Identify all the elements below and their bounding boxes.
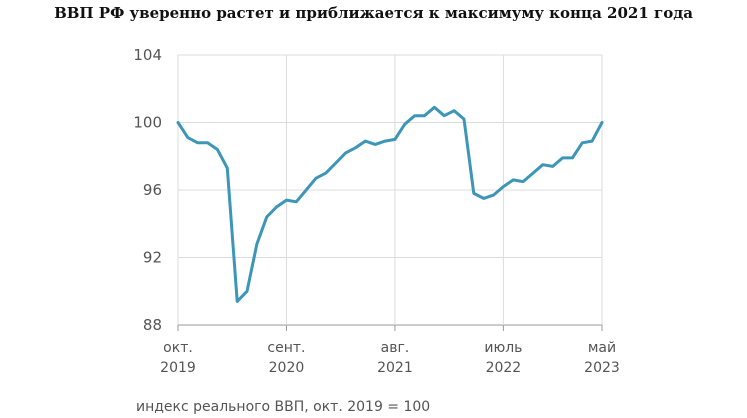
x-tick-label-bottom: 2021 (377, 360, 413, 376)
x-tick-label-top: авг. (381, 340, 410, 356)
x-tick-label-top: май (588, 340, 616, 356)
x-tick-label-top: июль (484, 340, 522, 356)
x-tick-label-bottom: 2020 (269, 360, 305, 376)
series-lines (176, 105, 604, 303)
x-tick-label-top: сент. (267, 340, 305, 356)
x-tick-label-bottom: 2019 (160, 360, 196, 376)
chart-note: индекс реального ВВП, окт. 2019 = 100 (136, 399, 431, 415)
y-tick-label: 92 (143, 249, 162, 267)
x-tick-label-top: окт. (163, 340, 193, 356)
y-tick-labels: 88 92 96 100 104 (133, 46, 162, 334)
y-tick-label: 100 (133, 114, 162, 132)
x-tick-labels: окт. 2019 сент. 2020 авг. 2021 июль 2022 май 2023 (160, 340, 620, 376)
y-tick-label: 104 (133, 46, 162, 64)
grid-lines (177, 54, 603, 331)
x-tick-label-bottom: 2023 (584, 360, 620, 376)
series-line (176, 105, 604, 303)
chart-title: ВВП РФ уверенно растет и приближается к … (54, 4, 693, 22)
y-tick-label: 96 (143, 181, 162, 199)
x-tick-label-bottom: 2022 (486, 360, 522, 376)
y-tick-label: 88 (143, 316, 162, 334)
